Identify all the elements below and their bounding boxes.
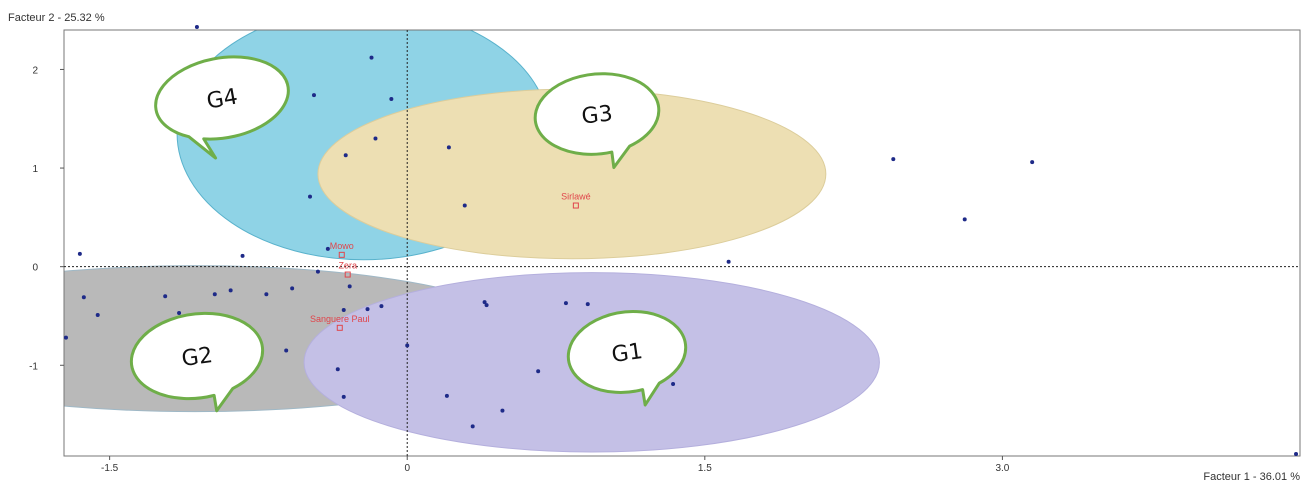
data-point (369, 55, 374, 60)
data-point (484, 303, 489, 308)
x-axis-title: Facteur 1 - 36.01 % (1203, 471, 1300, 482)
axes: -1.5 0 1.5 3.0 -1 0 1 2 (29, 29, 1301, 474)
y-tick-label: 0 (32, 263, 38, 274)
callout-label: G3 (580, 101, 613, 129)
data-point (95, 312, 100, 317)
data-point (315, 269, 320, 274)
callout-g4: G4 (154, 55, 290, 160)
data-point (446, 145, 451, 150)
data-point (405, 343, 410, 348)
data-point (373, 136, 378, 141)
data-point (444, 393, 449, 398)
individual-marker (344, 271, 351, 278)
data-point (365, 307, 370, 312)
individual-marker (336, 324, 343, 331)
data-point (290, 286, 295, 291)
callout-bubble (129, 311, 265, 413)
data-point (335, 367, 340, 372)
data-point (212, 292, 217, 297)
callout-label: G1 (610, 339, 644, 368)
data-point (585, 302, 590, 307)
data-point (462, 203, 467, 208)
data-point (891, 157, 896, 162)
data-point (240, 253, 245, 258)
data-point (228, 288, 233, 293)
callout-label: G4 (205, 84, 240, 114)
data-point (194, 25, 199, 30)
y-tick-label: 2 (32, 65, 38, 76)
data-point (563, 301, 568, 306)
data-point (347, 284, 352, 289)
y-tick-label: -1 (29, 361, 38, 372)
data-point (1030, 160, 1035, 165)
x-tick-label: 0 (404, 463, 410, 474)
callout-label: G2 (180, 343, 214, 372)
data-points (63, 25, 1299, 457)
data-point (726, 259, 731, 264)
x-tick-label: -1.5 (101, 463, 119, 474)
data-point (81, 295, 86, 300)
data-point (284, 348, 289, 353)
data-point (962, 217, 967, 222)
individual-label: Sanguere Paul (310, 314, 370, 324)
group-callouts: G4 G3 G2 G1 (129, 55, 688, 413)
data-point (482, 300, 487, 305)
data-point (379, 304, 384, 309)
data-point (343, 153, 348, 158)
data-point (163, 294, 168, 299)
group-ellipses (64, 30, 880, 453)
callout-bubble (533, 72, 661, 170)
data-point (500, 408, 505, 413)
callout-g2: G2 (129, 311, 265, 413)
data-point (264, 292, 269, 297)
data-point (536, 369, 541, 374)
data-point (1294, 452, 1299, 457)
individual-label: Mowo (330, 241, 354, 251)
individual-label: Zera (338, 261, 357, 271)
y-tick-label: 1 (32, 164, 38, 175)
individual-label: Sirlawé (561, 192, 591, 202)
data-point (671, 382, 676, 387)
data-point (470, 424, 475, 429)
data-point (77, 251, 82, 256)
y-axis-title: Facteur 2 - 25.32 % (8, 12, 105, 24)
data-point (177, 311, 182, 316)
individual-marker (338, 251, 345, 258)
data-point (341, 394, 346, 399)
x-tick-label: 1.5 (698, 463, 712, 474)
callout-g1: G1 (566, 310, 688, 407)
data-point (341, 308, 346, 313)
callout-g3: G3 (533, 72, 661, 170)
x-tick-label: 3.0 (995, 463, 1009, 474)
data-point (308, 194, 313, 199)
labelled-individuals: Mowo Zera Sanguere Paul Sirlawé (310, 192, 591, 331)
data-point (311, 93, 316, 98)
data-point (389, 97, 394, 102)
data-point (325, 246, 330, 251)
callout-bubble (566, 310, 688, 407)
callout-bubble (154, 55, 290, 160)
data-point (63, 335, 68, 340)
individual-marker (572, 202, 579, 209)
plot-frame (63, 29, 1301, 457)
